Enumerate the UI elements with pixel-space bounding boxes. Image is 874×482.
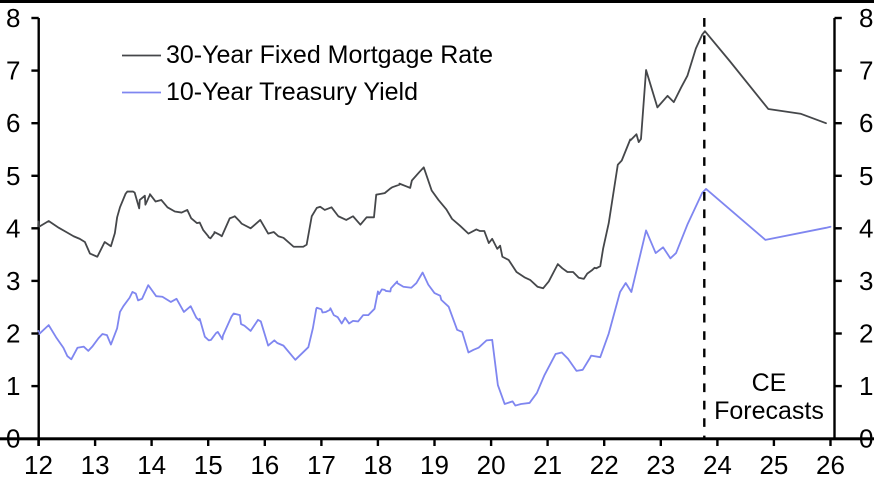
svg-text:7: 7 (6, 56, 20, 86)
svg-text:10-Year Treasury Yield: 10-Year Treasury Yield (166, 78, 418, 106)
svg-text:2: 2 (6, 319, 20, 349)
svg-text:6: 6 (6, 108, 20, 138)
svg-text:14: 14 (137, 450, 166, 480)
svg-text:0: 0 (6, 424, 20, 454)
svg-text:3: 3 (859, 266, 873, 296)
svg-text:21: 21 (533, 450, 562, 480)
svg-text:6: 6 (859, 108, 873, 138)
svg-text:1: 1 (6, 371, 20, 401)
svg-text:0: 0 (859, 424, 873, 454)
svg-text:15: 15 (194, 450, 223, 480)
svg-text:26: 26 (816, 450, 845, 480)
svg-text:16: 16 (250, 450, 279, 480)
svg-text:30-Year Fixed Mortgage Rate: 30-Year Fixed Mortgage Rate (166, 41, 493, 69)
svg-text:19: 19 (420, 450, 449, 480)
svg-text:5: 5 (6, 161, 20, 191)
svg-text:CE: CE (752, 369, 787, 397)
svg-text:3: 3 (6, 266, 20, 296)
svg-text:4: 4 (6, 213, 20, 243)
svg-text:2: 2 (859, 319, 873, 349)
svg-text:Forecasts: Forecasts (714, 397, 824, 425)
svg-text:18: 18 (363, 450, 392, 480)
svg-text:17: 17 (307, 450, 336, 480)
svg-text:12: 12 (24, 450, 53, 480)
svg-text:20: 20 (477, 450, 506, 480)
svg-text:8: 8 (859, 3, 873, 33)
svg-text:4: 4 (859, 213, 873, 243)
svg-text:24: 24 (703, 450, 732, 480)
svg-text:8: 8 (6, 3, 20, 33)
svg-text:7: 7 (859, 56, 873, 86)
svg-text:22: 22 (590, 450, 619, 480)
svg-text:13: 13 (81, 450, 110, 480)
svg-text:5: 5 (859, 161, 873, 191)
svg-text:23: 23 (646, 450, 675, 480)
svg-text:1: 1 (859, 371, 873, 401)
svg-text:25: 25 (759, 450, 788, 480)
